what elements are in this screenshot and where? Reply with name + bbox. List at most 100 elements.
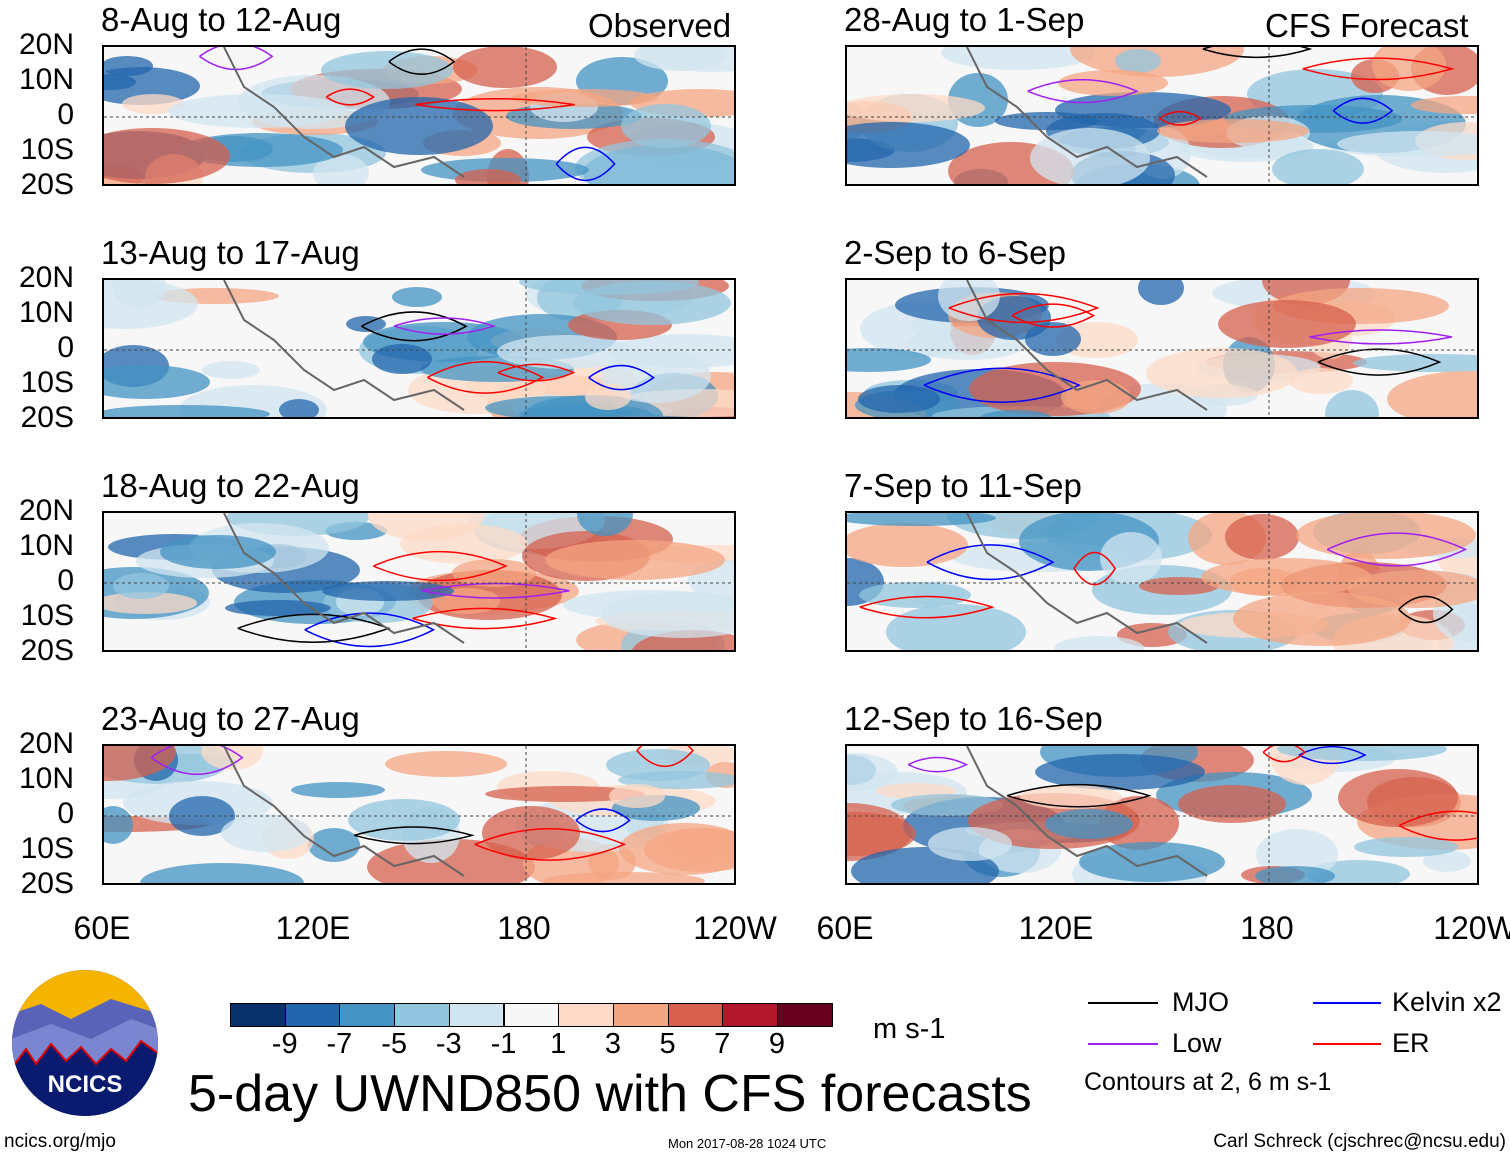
anomaly-shading	[104, 128, 230, 184]
anomaly-shading	[1201, 558, 1371, 596]
anomaly-shading	[1115, 49, 1161, 73]
legend-label-low: Low	[1172, 1028, 1222, 1058]
colorbar-label: 1	[550, 1028, 567, 1060]
coastline	[966, 280, 1208, 411]
anomaly-shading	[368, 513, 484, 541]
anomaly-shading	[1139, 577, 1219, 595]
contour-note: Contours at 2, 6 m s-1	[1084, 1068, 1332, 1096]
anomaly-shading	[621, 104, 711, 148]
anomaly-shading	[122, 94, 184, 114]
anomaly-shading	[847, 122, 970, 168]
lon-label: 180	[497, 910, 551, 946]
wave-contour	[415, 98, 575, 112]
colorbar-label: -5	[381, 1028, 407, 1060]
anomaly-shading	[1272, 149, 1364, 184]
anomaly-shading	[886, 604, 1026, 650]
wave-contour	[575, 808, 631, 833]
colorbar-swatch	[230, 1003, 286, 1027]
colorbar-swatch	[722, 1003, 778, 1027]
anomaly-shading	[585, 384, 631, 410]
anomaly-shading	[104, 56, 153, 76]
anomaly-shading	[858, 385, 940, 413]
anomaly-shading	[140, 863, 304, 883]
anomaly-shading	[1423, 850, 1471, 872]
wave-contour	[588, 364, 655, 391]
colorbar-swatch	[284, 1003, 341, 1027]
lat-label: 20N	[18, 261, 74, 294]
anomaly-shading	[573, 281, 731, 325]
lat-label: 20N	[18, 727, 74, 760]
lon-label: 120E	[275, 910, 351, 946]
anomaly-shading	[321, 51, 453, 89]
anomaly-shading	[104, 280, 198, 329]
legend-line-er	[1313, 1043, 1381, 1045]
panel-title: 18-Aug to 22-Aug	[101, 467, 360, 504]
lat-label: 10N	[18, 529, 74, 562]
anomaly-shading	[113, 573, 169, 599]
anomaly-shading	[104, 746, 176, 781]
coastline	[223, 47, 465, 178]
coastline	[966, 513, 1208, 644]
anomaly-shading	[392, 287, 442, 307]
colorbar-label: -1	[490, 1028, 517, 1060]
map-panel	[845, 45, 1479, 186]
legend-label-kelvin: Kelvin x2	[1392, 987, 1502, 1017]
lat-label: 20S	[20, 168, 74, 201]
wave-contour	[150, 746, 244, 775]
lat-label: 10N	[18, 762, 74, 795]
anomaly-shading	[1061, 380, 1131, 414]
coastline	[223, 513, 465, 644]
anomaly-shading	[847, 94, 985, 122]
anomaly-shading	[322, 581, 454, 601]
wave-contour	[199, 47, 274, 71]
anomaly-shading	[313, 154, 369, 184]
lat-label: 20S	[20, 634, 74, 667]
anomaly-shading	[1138, 280, 1184, 305]
panel-title: 7-Sep to 11-Sep	[844, 467, 1082, 504]
colorbar-units: m s-1	[873, 1013, 946, 1045]
anomaly-shading	[279, 399, 319, 417]
anomaly-shading	[104, 365, 210, 399]
panel-title: 23-Aug to 27-Aug	[101, 700, 360, 737]
anomaly-shading	[221, 814, 311, 852]
lat-label: 0	[57, 98, 74, 131]
lon-label: 180	[1240, 910, 1294, 946]
colorbar-swatch	[503, 1003, 560, 1027]
anomaly-shading	[847, 348, 931, 372]
colorbar-swatch	[394, 1003, 450, 1027]
lat-label: 0	[57, 564, 74, 597]
anomaly-shading	[482, 806, 580, 860]
lon-label: 120W	[693, 910, 777, 946]
wave-contour	[304, 612, 436, 648]
legend-line-mjo	[1088, 1002, 1158, 1004]
anomaly-shading	[609, 784, 665, 808]
map-panel	[845, 744, 1479, 885]
colorbar-swatch	[667, 1003, 724, 1027]
anomaly-shading	[619, 823, 734, 875]
coastline	[966, 746, 1208, 877]
anomaly-shading	[1146, 348, 1298, 398]
wave-contour	[325, 88, 375, 106]
coastline	[223, 746, 465, 877]
anomaly-shading	[1020, 785, 1122, 809]
legend-line-kelvin	[1313, 1002, 1381, 1004]
anomaly-shading	[497, 335, 635, 369]
wave-contour	[859, 595, 995, 619]
colorbar-label: 5	[659, 1028, 676, 1060]
wave-contour	[907, 756, 969, 773]
map-panel	[102, 511, 736, 652]
anomaly-shading	[577, 513, 633, 536]
anomaly-shading	[1035, 754, 1205, 790]
coastline	[966, 47, 1208, 178]
lon-label: 60E	[73, 910, 131, 946]
wave-contour	[1006, 783, 1152, 808]
anomaly-shading	[1225, 514, 1299, 560]
wave-contour	[1317, 348, 1442, 376]
panel-title: 8-Aug to 12-Aug	[101, 1, 342, 38]
colorbar-swatch	[558, 1003, 614, 1027]
colorbar-swatch	[448, 1003, 505, 1027]
anomaly-shading	[1178, 785, 1286, 823]
wave-contour	[497, 363, 576, 382]
anomaly-shading	[104, 592, 197, 614]
anomaly-shading	[847, 753, 898, 791]
